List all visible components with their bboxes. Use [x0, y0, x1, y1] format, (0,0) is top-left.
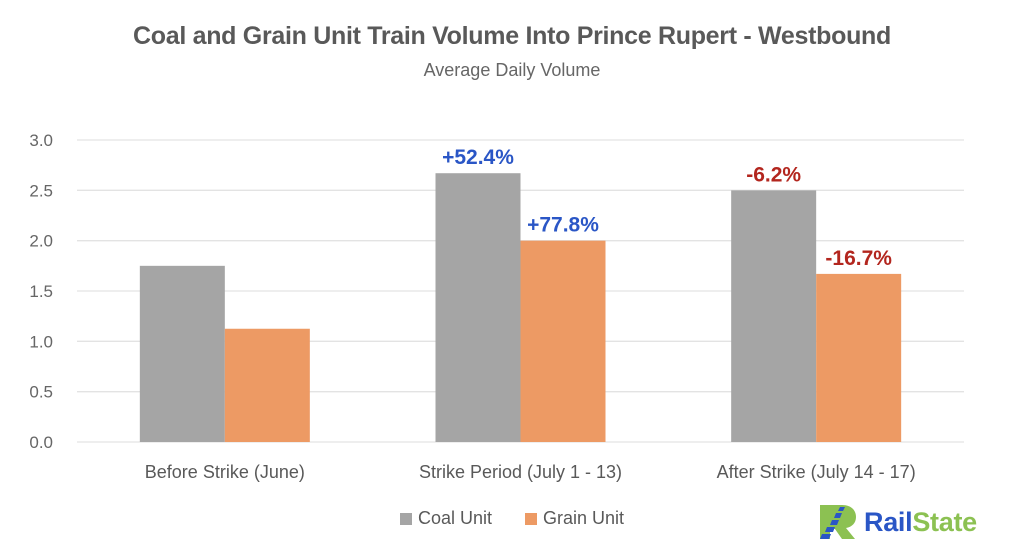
annotation-grain: +77.8%	[527, 214, 599, 237]
legend-label-grain: Grain Unit	[543, 508, 625, 528]
y-tick-label: 2.0	[29, 232, 53, 251]
annotation-coal: +52.4%	[442, 146, 514, 169]
logo-text-rail: Rail	[864, 506, 913, 537]
bar-coal[interactable]	[139, 265, 225, 442]
bar-grain[interactable]	[816, 273, 902, 442]
bar-grain[interactable]	[520, 240, 606, 442]
y-tick-label: 2.5	[29, 181, 53, 200]
y-tick-label: 1.5	[29, 282, 53, 301]
y-tick-label: 0.0	[29, 433, 53, 452]
bar-chart: 0.0 0.5 1.0 1.5 2.0 2.5 3.0 +52.4% +77.8% -6.2% -…	[29, 131, 964, 482]
y-axis-ticks: 0.0 0.5 1.0 1.5 2.0 2.5 3.0	[29, 131, 53, 452]
data-annotations: +52.4% +77.8% -6.2% -16.7%	[442, 146, 892, 270]
bar-coal[interactable]	[731, 190, 817, 442]
railstate-logo-icon	[820, 505, 856, 539]
bar-grain[interactable]	[224, 328, 310, 442]
railstate-wordmark: RailState	[864, 507, 977, 538]
y-tick-label: 3.0	[29, 131, 53, 150]
annotation-coal: -6.2%	[746, 163, 801, 186]
legend-swatch-coal	[399, 512, 412, 525]
legend: Coal Unit Grain Unit	[0, 508, 1024, 530]
x-axis-categories: Before Strike (June) Strike Period (July …	[145, 462, 916, 482]
legend-item-coal[interactable]: Coal Unit	[399, 508, 492, 529]
x-category-label: After Strike (July 14 - 17)	[717, 462, 916, 482]
railstate-logo: RailState	[818, 503, 977, 541]
legend-swatch-grain	[525, 512, 537, 525]
logo-text-state: State	[912, 506, 977, 537]
y-tick-label: 1.0	[29, 332, 53, 351]
legend-item-grain[interactable]: Grain Unit	[525, 508, 624, 529]
chart-title: Coal and Grain Unit Train Volume Into Pr…	[132, 22, 891, 50]
bar-coal[interactable]	[435, 173, 521, 442]
legend-label-coal: Coal Unit	[417, 508, 492, 528]
chart-subtitle: Average Daily Volume	[423, 60, 601, 80]
bars	[139, 173, 902, 442]
annotation-grain: -16.7%	[825, 247, 892, 270]
x-category-label: Strike Period (July 1 - 13)	[419, 462, 622, 482]
x-category-label: Before Strike (June)	[145, 462, 305, 482]
y-tick-label: 0.5	[29, 383, 53, 402]
